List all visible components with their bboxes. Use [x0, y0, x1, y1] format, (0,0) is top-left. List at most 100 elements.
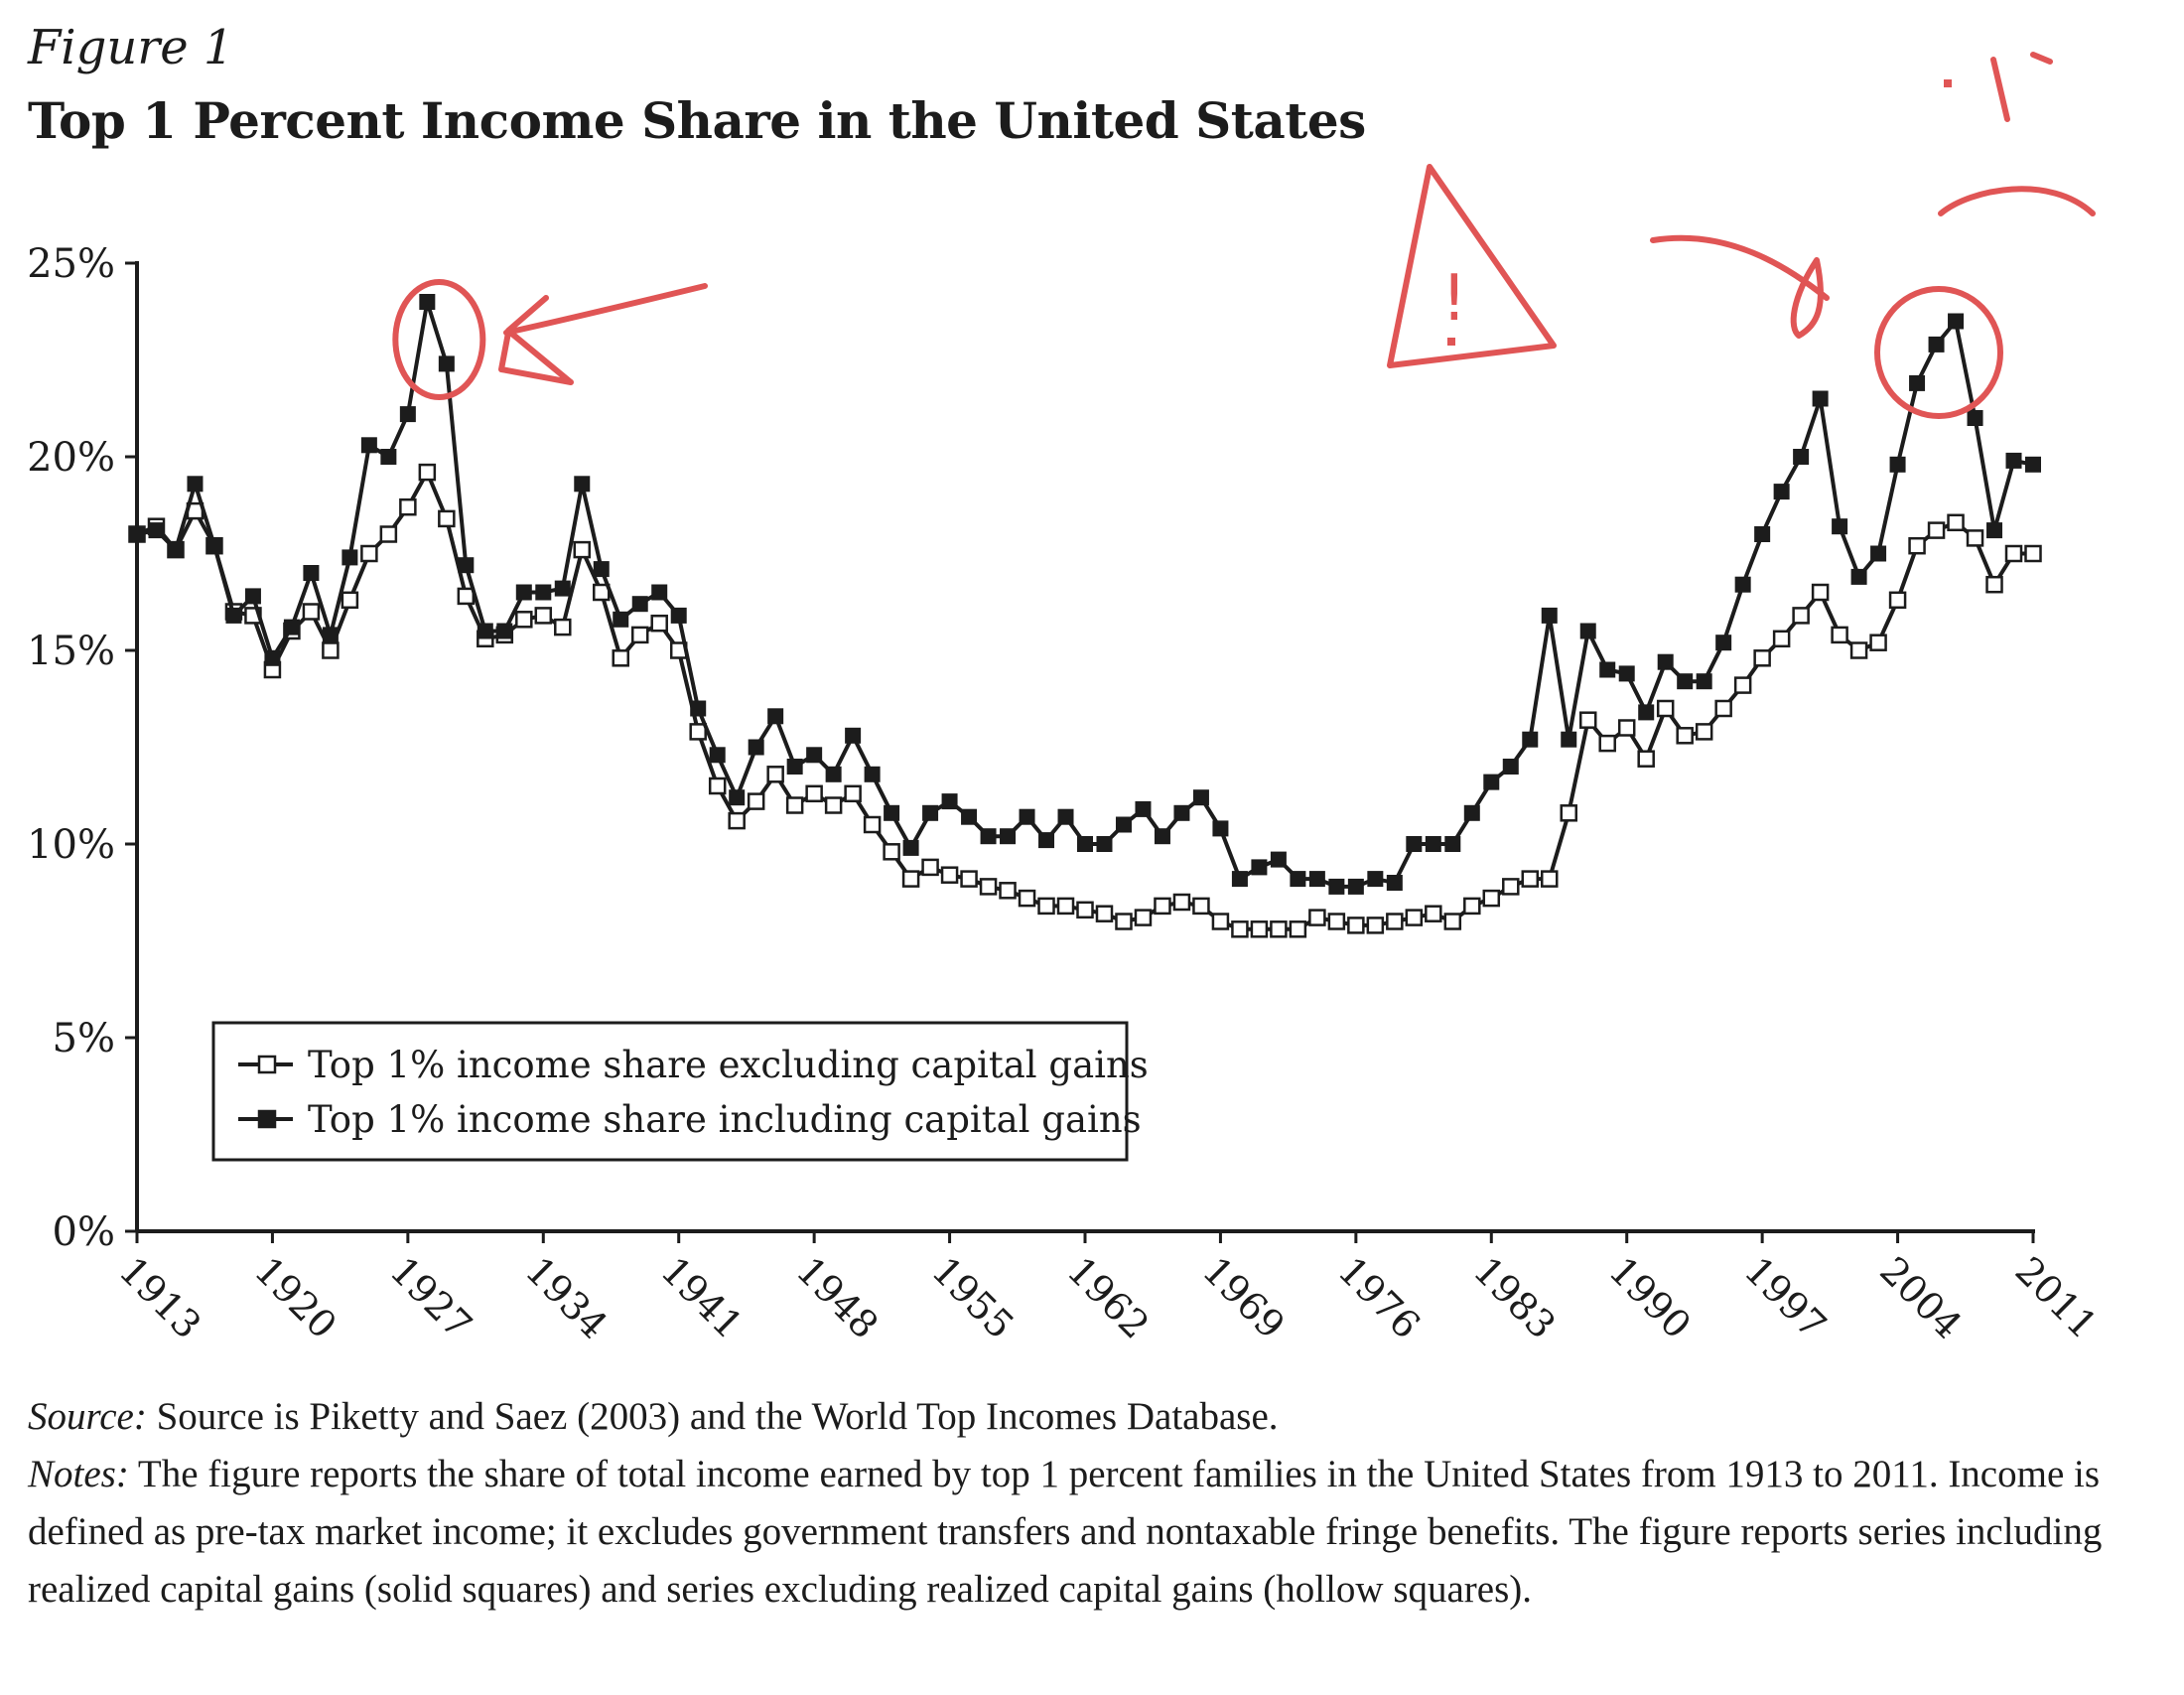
data-point	[1038, 832, 1055, 849]
data-point	[1425, 905, 1442, 922]
data-point	[1231, 871, 1248, 888]
arrowhead-annotation-1928	[498, 295, 574, 385]
notes-paragraph: Notes: The figure reports the share of t…	[28, 1446, 2142, 1619]
data-point	[167, 541, 184, 558]
data-point	[1927, 521, 1946, 539]
data-point	[1541, 607, 1558, 624]
data-point	[1483, 774, 1500, 790]
data-point	[1192, 789, 1209, 806]
data-point	[613, 611, 629, 628]
data-point	[322, 641, 340, 659]
x-tick-label: 2011	[2007, 1248, 2107, 1347]
data-point	[535, 584, 552, 601]
data-point	[1579, 623, 1596, 639]
legend-swatch-marker	[257, 1055, 277, 1074]
source-note: Source: Source is Piketty and Saez (2003…	[28, 1388, 2142, 1446]
data-point	[864, 766, 881, 782]
data-point	[573, 540, 592, 559]
data-point	[1715, 635, 1732, 651]
red-annotations: !	[392, 52, 2096, 419]
figure-title: Top 1 Percent Income Share in the United…	[28, 91, 1366, 150]
x-tick-label: 2004	[1871, 1248, 1971, 1347]
face-mark	[1944, 79, 1952, 87]
data-point	[574, 476, 591, 493]
legend-label: Top 1% income share including capital ga…	[308, 1098, 1142, 1141]
data-point	[1598, 734, 1616, 753]
data-point	[1889, 456, 1906, 473]
data-point	[283, 619, 300, 636]
data-point	[1986, 522, 2003, 539]
circle-annotation-2007	[1874, 286, 2003, 419]
data-point	[1850, 568, 1867, 585]
x-tick-label: 1969	[1194, 1248, 1294, 1347]
data-point	[1521, 870, 1540, 888]
data-point	[689, 723, 707, 741]
data-point	[1135, 800, 1152, 817]
data-point	[302, 603, 321, 621]
data-point	[1463, 897, 1481, 916]
data-point	[863, 815, 882, 834]
y-tick-label: 20%	[27, 435, 115, 481]
data-point	[2005, 452, 2022, 469]
circle-annotation-1928	[392, 279, 486, 400]
data-point	[322, 627, 339, 643]
data-point	[1618, 665, 1635, 682]
data-point	[901, 870, 920, 888]
data-point	[515, 611, 533, 629]
data-point	[438, 355, 455, 372]
data-point	[380, 449, 397, 465]
data-point	[1754, 526, 1771, 542]
data-point	[1773, 484, 1790, 500]
data-point	[1792, 607, 1810, 625]
data-point	[728, 811, 746, 830]
data-point	[1463, 804, 1480, 821]
data-point	[1714, 699, 1732, 718]
data-point	[1947, 513, 1965, 532]
source-text: Source is Piketty and Saez (2003) and th…	[156, 1395, 1279, 1438]
data-point	[1482, 889, 1501, 908]
data-point	[458, 557, 475, 574]
data-point	[708, 777, 727, 795]
data-point	[1270, 920, 1288, 938]
x-tick-label: 1983	[1465, 1248, 1565, 1347]
y-tick-label: 15%	[27, 629, 115, 674]
data-point	[515, 584, 532, 601]
notes-text: The figure reports the share of total in…	[28, 1453, 2103, 1611]
data-point	[1541, 870, 1559, 888]
data-point	[1115, 816, 1132, 833]
notes-label: Notes:	[28, 1453, 129, 1495]
data-point	[1172, 893, 1191, 912]
data-point	[1057, 808, 1074, 825]
data-point	[1811, 583, 1830, 602]
data-point	[1599, 661, 1616, 678]
data-point	[1425, 836, 1441, 852]
data-point	[651, 584, 668, 601]
arrow-annotation-1928	[503, 283, 708, 336]
x-tick-label: 1927	[381, 1248, 480, 1347]
series-1	[128, 463, 2042, 938]
data-point	[1192, 897, 1210, 916]
x-tick-label: 1976	[1329, 1248, 1429, 1347]
x-tick-label: 1941	[652, 1248, 751, 1347]
x-tick-label: 1920	[246, 1248, 345, 1347]
data-point	[1637, 750, 1655, 768]
data-point	[921, 858, 939, 877]
data-point	[1831, 626, 1848, 644]
data-point	[1772, 630, 1791, 648]
data-point	[690, 700, 707, 717]
face-eyes	[1990, 52, 2053, 122]
data-point	[805, 784, 823, 803]
data-point	[884, 804, 900, 821]
data-point	[1154, 828, 1170, 845]
data-point	[709, 747, 726, 764]
legend-label: Top 1% income share excluding capital ga…	[308, 1044, 1149, 1086]
data-point	[1289, 920, 1307, 938]
data-point	[1443, 913, 1462, 930]
data-point	[612, 649, 629, 667]
series-layer	[128, 294, 2042, 938]
data-point	[766, 766, 784, 783]
figure-label: Figure 1	[28, 20, 234, 75]
data-point	[670, 607, 687, 624]
data-point	[1019, 808, 1035, 825]
data-point	[1948, 313, 1965, 330]
